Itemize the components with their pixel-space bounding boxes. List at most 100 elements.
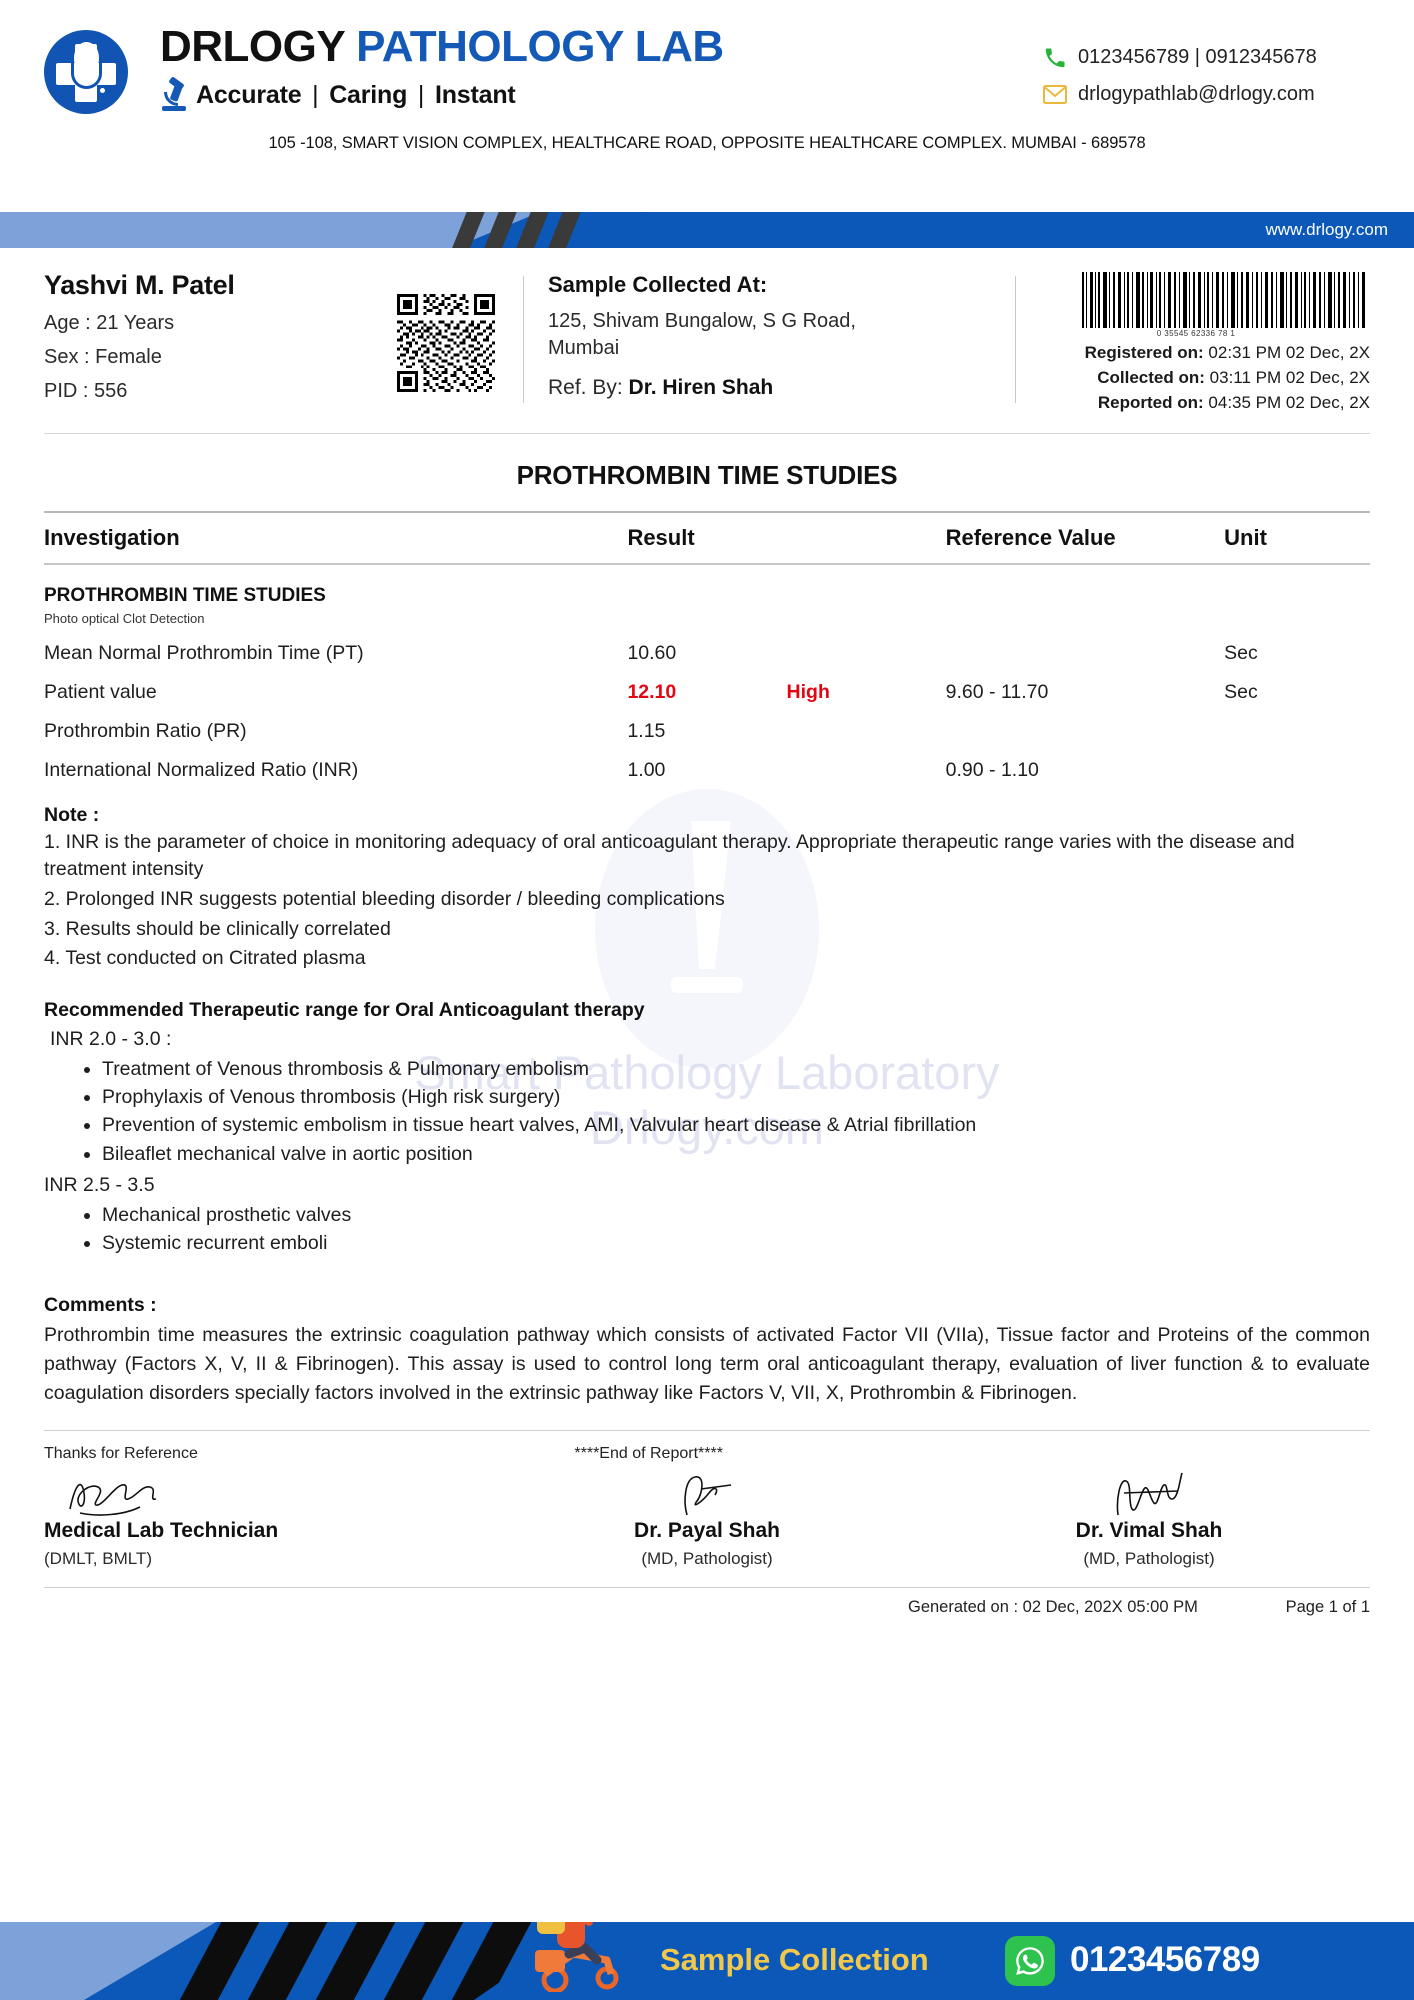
signature-block: Dr. Vimal Shah (MD, Pathologist) <box>928 1469 1370 1569</box>
column-header-result: Result <box>627 525 695 550</box>
table-top-rule <box>44 511 1370 513</box>
list-item: Prophylaxis of Venous thrombosis (High r… <box>102 1083 1370 1111</box>
thanks-for-reference: Thanks for Reference <box>44 1445 198 1463</box>
patient-divider-2 <box>1015 276 1016 403</box>
comments-heading: Comments : <box>44 1293 157 1316</box>
generated-on: Generated on : 02 Dec, 202X 05:00 PM <box>908 1598 1198 1617</box>
note-item: 1. INR is the parameter of choice in mon… <box>44 830 1295 881</box>
table-header-row: Investigation Result Reference Value Uni… <box>44 513 1370 563</box>
inr-range-1-label: INR 2.0 - 3.0 : <box>50 1027 172 1050</box>
signatory-name: Dr. Vimal Shah <box>1075 1519 1223 1543</box>
list-item: Treatment of Venous thrombosis & Pulmona… <box>102 1055 1370 1083</box>
tagline-accurate: Accurate <box>196 80 302 109</box>
row-investigation: Mean Normal Prothrombin Time (PT) <box>44 641 364 664</box>
signature-image <box>928 1469 1370 1517</box>
delivery-rider-icon <box>535 1922 619 1992</box>
phone-number: 0123456789 | 0912345678 <box>1078 46 1317 68</box>
row-reference: 0.90 - 1.10 <box>945 758 1039 781</box>
list-item: Prevention of systemic embolism in tissu… <box>102 1111 1370 1139</box>
sample-collected-title: Sample Collected At: <box>548 272 768 297</box>
whatsapp-icon[interactable] <box>1005 1936 1055 1986</box>
inr-range-2-label: INR 2.5 - 3.5 <box>44 1174 155 1196</box>
row-flag <box>787 759 946 782</box>
qr-code[interactable] <box>389 270 509 413</box>
collected-on-label: Collected on: <box>1097 368 1205 387</box>
list-item: Bileaflet mechanical valve in aortic pos… <box>102 1140 1370 1168</box>
column-header-investigation: Investigation <box>44 525 180 550</box>
logo-medical-cross-icon <box>44 30 128 114</box>
signature-divider <box>44 1430 1370 1432</box>
row-flag: High <box>786 680 830 703</box>
patient-details: Yashvi M. Patel Age : 21 Years Sex : Fem… <box>44 270 389 413</box>
registered-on-value: 02:31 PM 02 Dec, 2X <box>1208 343 1370 362</box>
website-url[interactable]: www.drlogy.com <box>1265 220 1389 239</box>
email-address: drlogypathlab@drlogy.com <box>1078 83 1315 105</box>
patient-pid: PID : 556 <box>44 380 128 402</box>
row-result: 10.60 <box>627 641 677 664</box>
list-item: Systemic recurrent emboli <box>102 1229 1370 1257</box>
lab-name-part2: PATHOLOGY LAB <box>356 22 724 71</box>
signature-image <box>486 1469 928 1517</box>
collected-on-value: 03:11 PM 02 Dec, 2X <box>1209 368 1370 387</box>
results-table: Investigation Result Reference Value Uni… <box>44 511 1370 782</box>
footer-meta: Generated on : 02 Dec, 202X 05:00 PM Pag… <box>44 1598 1370 1617</box>
qr-code-image <box>397 294 495 392</box>
row-flag <box>787 720 946 743</box>
footer-banner-dark-segment <box>474 1922 1414 2000</box>
lab-address: 105 -108, SMART VISION COMPLEX, HEALTHCA… <box>268 134 1146 152</box>
report-title: PROTHROMBIN TIME STUDIES <box>516 460 898 490</box>
whatsapp-number: 0123456789 <box>1070 1940 1260 1979</box>
collection-address-line1: 125, Shivam Bungalow, S G Road, <box>548 310 856 332</box>
list-item: Mechanical prosthetic valves <box>102 1201 1370 1229</box>
row-result: 12.10 <box>627 680 677 703</box>
patient-age: Age : 21 Years <box>44 312 175 334</box>
footer-banner: Sample Collection 0123456789 <box>0 1922 1414 2000</box>
patient-name: Yashvi M. Patel <box>44 270 235 300</box>
referred-by: Ref. By: Dr. Hiren Shah <box>548 376 1001 400</box>
column-header-unit: Unit <box>1224 525 1267 550</box>
row-investigation: Patient value <box>44 680 157 703</box>
lab-logo <box>44 24 156 114</box>
patient-sex: Sex : Female <box>44 346 162 368</box>
comments-body: Prothrombin time measures the extrinsic … <box>44 1323 1370 1405</box>
table-row: Mean Normal Prothrombin Time (PT) 10.60 … <box>44 626 1370 665</box>
signatory-name: Dr. Payal Shah <box>634 1519 780 1543</box>
row-unit: Sec <box>1224 680 1258 703</box>
lab-tagline: Accurate | Caring | Instant <box>196 80 516 109</box>
note-item: 3. Results should be clinically correlat… <box>44 917 391 940</box>
phone-line: 0123456789 | 0912345678 <box>1040 46 1370 69</box>
reported-on-label: Reported on: <box>1097 393 1204 412</box>
signatory-qualification: (DMLT, BMLT) <box>44 1549 152 1569</box>
row-result: 1.00 <box>627 758 666 781</box>
email-line: drlogypathlab@drlogy.com <box>1040 83 1370 106</box>
lab-contacts: 0123456789 | 0912345678 drlogypathlab@dr… <box>1040 24 1370 120</box>
patient-divider-1 <box>523 276 524 403</box>
registered-on-label: Registered on: <box>1084 343 1204 362</box>
test-group-name: PROTHROMBIN TIME STUDIES <box>44 584 326 606</box>
signatory-name: Medical Lab Technician <box>44 1519 279 1543</box>
reported-on-value: 04:35 PM 02 Dec, 2X <box>1208 393 1370 412</box>
column-header-reference: Reference Value <box>945 525 1116 550</box>
reported-on: Reported on: 04:35 PM 02 Dec, 2X <box>1040 393 1370 413</box>
end-of-report: ****End of Report**** <box>574 1445 723 1463</box>
test-group: PROTHROMBIN TIME STUDIES Photo optical C… <box>44 565 1370 626</box>
patient-section-divider <box>44 433 1370 434</box>
signature-section: Thanks for Reference ****End of Report**… <box>44 1445 1370 1569</box>
sample-collection-label: Sample Collection <box>660 1942 929 1977</box>
ref-by-doctor: Dr. Hiren Shah <box>628 376 774 399</box>
test-group-method: Photo optical Clot Detection <box>44 610 205 626</box>
phone-icon <box>1040 47 1070 69</box>
row-reference: 9.60 - 11.70 <box>945 680 1049 703</box>
banner-light-segment <box>0 212 540 248</box>
signature-image <box>44 1469 486 1517</box>
table-row: International Normalized Ratio (INR) 1.0… <box>44 743 1370 782</box>
ref-by-label: Ref. By: <box>548 376 623 399</box>
barcode-image <box>1040 272 1370 328</box>
row-investigation: International Normalized Ratio (INR) <box>44 758 359 781</box>
envelope-icon <box>1040 85 1070 104</box>
inr-range-2-list: Mechanical prosthetic valves Systemic re… <box>44 1201 1370 1258</box>
banner-dark-segment <box>604 212 1414 248</box>
table-row: Patient value 12.10 High 9.60 - 11.70 Sec <box>44 665 1370 704</box>
table-row: Prothrombin Ratio (PR) 1.15 <box>44 704 1370 743</box>
